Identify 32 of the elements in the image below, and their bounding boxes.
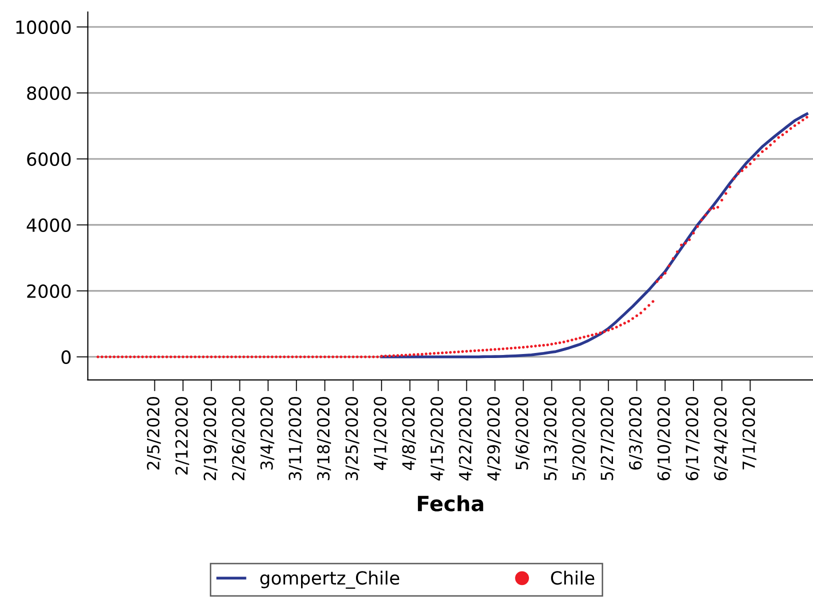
x-tick-label: 3/25/2020 (345, 397, 360, 480)
x-tick-label: 4/15/2020 (430, 397, 444, 481)
x-tick-label: 7/1/2020 (742, 397, 756, 470)
x-tick-label: 6/24/2020 (714, 397, 728, 480)
x-tick-label: 2/122020 (175, 397, 190, 475)
y-tick-label: 4000 (26, 218, 71, 232)
x-axis-title: Fecha (418, 495, 484, 512)
x-tick-label: 2/26/2020 (232, 397, 246, 480)
x-tick-label: 2/5/2020 (146, 397, 161, 470)
x-tick-label: 3/11/2020 (288, 397, 303, 480)
legend-label: gompertz_Chile (260, 570, 400, 589)
x-tick-label: 2/19/2020 (204, 397, 218, 480)
y-tick-label: 8000 (27, 86, 71, 100)
x-tick-label: 5/6/2020 (516, 397, 530, 470)
x-tick-label: 5/13/2020 (544, 397, 558, 480)
y-tick-label: 6000 (27, 152, 71, 166)
x-tick-label: 5/27/2020 (600, 397, 615, 480)
x-tick-label: 4/29/2020 (487, 397, 502, 481)
legend-label: Chile (551, 570, 594, 585)
x-tick-label: 6/17/2020 (686, 397, 700, 480)
x-tick-label: 6/3/2020 (628, 397, 643, 470)
y-tick-label: 10000 (16, 20, 71, 34)
x-tick-label: 4/1/2020 (374, 397, 388, 470)
x-tick-label: 6/10/2020 (657, 397, 672, 480)
x-tick-label: 4/22/2020 (458, 397, 473, 481)
line-series (380, 112, 808, 358)
x-tick-label: 3/4/2020 (260, 397, 274, 470)
x-tick-label: 4/8/2020 (402, 397, 416, 470)
x-tick-label: 3/18/2020 (317, 397, 331, 480)
y-tick-label: 2000 (27, 284, 71, 298)
y-tick-label: 0 (62, 350, 71, 364)
x-tick-label: 5/20/2020 (572, 397, 586, 480)
